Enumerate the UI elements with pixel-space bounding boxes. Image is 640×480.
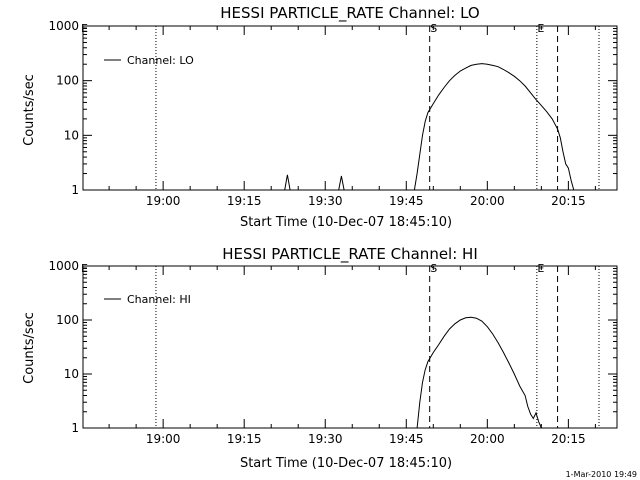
y-tick-label: 100: [56, 74, 79, 88]
y-tick-label: 10: [64, 128, 79, 142]
chart-title: HESSI PARTICLE_RATE Channel: LO: [220, 4, 479, 23]
y-tick-label: 1000: [48, 259, 79, 273]
y-axis-label: Counts/sec: [22, 312, 37, 384]
x-tick-label: 19:00: [146, 432, 181, 446]
y-tick-label: 1: [71, 421, 79, 435]
x-tick-label: 19:00: [146, 194, 181, 208]
data-series-line: [284, 63, 577, 191]
x-tick-label: 20:00: [470, 432, 505, 446]
footer-timestamp: 1-Mar-2010 19:49: [566, 470, 637, 479]
y-tick-label: 100: [56, 313, 79, 327]
x-axis-label: Start Time (10-Dec-07 18:45:10): [240, 456, 452, 471]
legend-label: Channel: HI: [127, 293, 191, 306]
panel-lo: HESSI PARTICLE_RATE Channel: LO Start Ti…: [22, 4, 618, 230]
x-tick-label: 20:15: [551, 194, 586, 208]
x-tick-label: 19:45: [389, 194, 424, 208]
y-tick-label: 1: [71, 183, 79, 197]
time-marker-label: E: [537, 262, 544, 275]
x-tick-label: 19:30: [308, 194, 343, 208]
edge-marker: E: [81, 262, 88, 275]
time-marker-label: S: [430, 262, 437, 275]
data-series-line: [416, 316, 542, 429]
time-marker-label: S: [430, 22, 437, 35]
x-tick-label: 20:00: [470, 194, 505, 208]
x-tick-label: 19:30: [308, 432, 343, 446]
chart-title: HESSI PARTICLE_RATE Channel: HI: [222, 245, 478, 264]
plot-frame: [82, 265, 618, 429]
x-tick-label: 20:15: [551, 432, 586, 446]
edge-marker: E: [81, 22, 88, 35]
y-tick-label: 1000: [48, 19, 79, 33]
y-axis-label: Counts/sec: [22, 74, 37, 146]
x-tick-label: 19:15: [227, 432, 262, 446]
y-tick-label: 10: [64, 367, 79, 381]
x-axis-label: Start Time (10-Dec-07 18:45:10): [240, 215, 452, 230]
time-marker-label: E: [537, 22, 544, 35]
legend-label: Channel: LO: [127, 54, 194, 67]
x-tick-label: 19:45: [389, 432, 424, 446]
x-tick-label: 19:15: [227, 194, 262, 208]
panel-hi: HESSI PARTICLE_RATE Channel: HI Start Ti…: [22, 245, 618, 471]
